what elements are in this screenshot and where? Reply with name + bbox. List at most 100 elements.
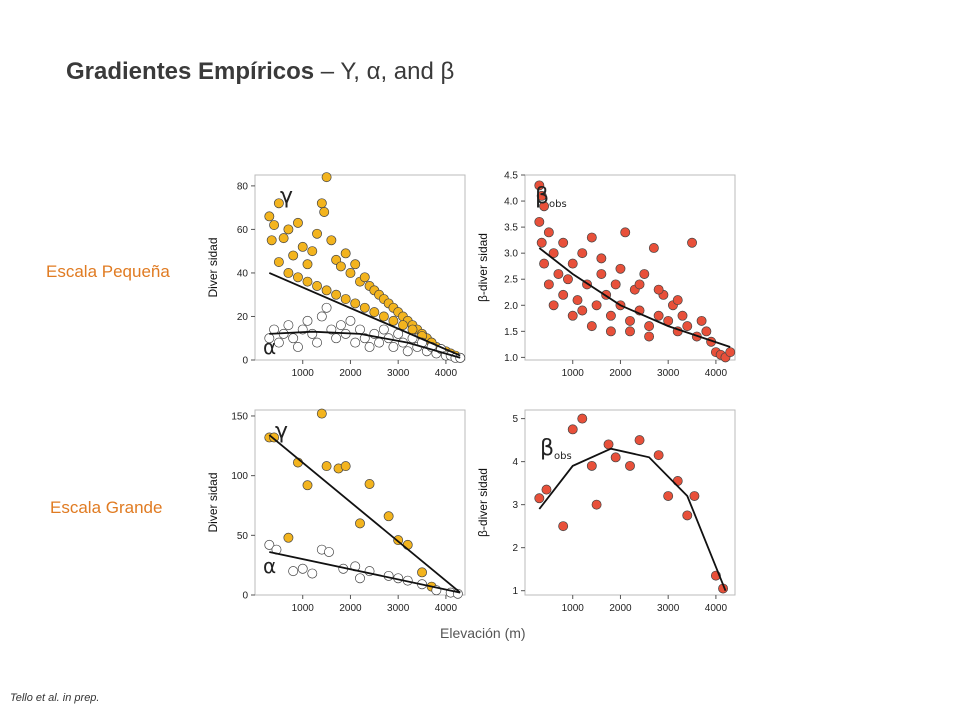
data-point — [625, 460, 635, 471]
y-tick-label: 2.0 — [504, 301, 518, 312]
data-point — [293, 272, 303, 283]
data-point — [687, 237, 697, 248]
y-tick-label: 4 — [512, 457, 518, 468]
data-point — [302, 276, 313, 287]
data-point — [316, 408, 327, 419]
data-point — [345, 315, 356, 326]
data-point — [558, 521, 569, 532]
y-tick-label: 150 — [231, 411, 248, 422]
data-point — [359, 272, 370, 283]
data-point — [402, 346, 413, 357]
data-point — [331, 289, 342, 300]
data-point — [321, 285, 332, 296]
data-point — [302, 315, 313, 326]
data-point — [548, 300, 559, 311]
data-point — [269, 432, 280, 443]
data-point — [364, 479, 375, 489]
x-tick-label: 3000 — [657, 368, 680, 379]
data-point — [610, 279, 621, 290]
data-point — [293, 217, 303, 228]
y-tick-label: 0 — [242, 591, 248, 602]
data-point — [605, 310, 616, 321]
data-point — [553, 269, 564, 279]
data-point — [273, 257, 284, 268]
data-point — [682, 321, 693, 332]
data-point — [278, 233, 289, 244]
x-tick-label: 1000 — [562, 603, 585, 614]
data-point — [316, 311, 327, 322]
data-point — [340, 248, 351, 259]
data-point — [350, 259, 361, 270]
row-label-large: Escala Grande — [50, 498, 163, 517]
data-point — [596, 253, 607, 264]
beta-obs-subscript: obs — [549, 199, 567, 210]
data-point — [563, 274, 573, 285]
y-tick-label: 20 — [237, 312, 249, 323]
data-point — [625, 315, 635, 326]
fit-line — [268, 434, 461, 594]
x-tick-label: 4000 — [705, 603, 728, 614]
x-tick-label: 1000 — [562, 368, 585, 379]
data-point — [369, 307, 380, 318]
fit-line — [269, 330, 461, 359]
data-point — [577, 413, 588, 424]
data-point — [319, 207, 330, 217]
title-rest: – Y, α, and β — [314, 58, 455, 85]
gamma-annotation: γ — [275, 419, 288, 444]
y-axis-label: Diver sidad — [206, 237, 220, 297]
data-point — [283, 267, 294, 278]
row-label-small: Escala Pequeña — [46, 262, 170, 281]
data-point — [307, 568, 318, 579]
x-tick-label: 3000 — [657, 603, 680, 614]
data-point — [634, 279, 645, 290]
data-point — [677, 310, 688, 321]
data-point — [577, 305, 588, 316]
data-point — [725, 347, 736, 358]
x-tick-label: 1000 — [292, 603, 315, 614]
data-point — [266, 235, 277, 246]
y-tick-label: 80 — [237, 181, 249, 192]
data-point — [539, 258, 550, 269]
data-point — [417, 567, 427, 578]
y-tick-label: 1.0 — [504, 353, 518, 364]
data-point — [586, 460, 597, 471]
data-point — [264, 539, 275, 550]
data-point — [572, 295, 583, 306]
data-point — [326, 235, 337, 246]
data-point — [543, 227, 554, 238]
data-point — [297, 241, 308, 252]
x-tick-label: 2000 — [339, 368, 362, 379]
data-point — [297, 563, 308, 574]
data-point — [603, 439, 614, 450]
data-point — [534, 216, 545, 227]
data-point — [359, 302, 370, 313]
data-point — [383, 511, 394, 522]
data-point — [388, 315, 399, 326]
y-tick-label: 40 — [237, 268, 249, 279]
data-point — [653, 310, 664, 321]
data-point — [558, 237, 569, 248]
data-point — [335, 320, 346, 331]
beta-obs-subscript: obs — [554, 451, 572, 462]
data-point — [682, 510, 693, 521]
data-point — [398, 320, 408, 331]
data-point — [288, 566, 299, 577]
x-axis-label: Elevación (m) — [440, 625, 526, 641]
y-tick-label: 3 — [512, 500, 518, 511]
data-point — [639, 269, 650, 279]
data-point — [378, 324, 389, 335]
data-point — [701, 326, 712, 337]
data-point — [273, 198, 284, 209]
data-point — [634, 435, 645, 446]
data-point — [644, 321, 655, 332]
data-point — [321, 172, 332, 183]
data-point — [324, 547, 334, 557]
data-point — [331, 333, 342, 344]
data-point — [269, 220, 280, 231]
title-bold: Gradientes Empíricos — [66, 58, 315, 85]
data-point — [283, 224, 294, 235]
data-point — [350, 298, 361, 309]
fit-line — [538, 447, 727, 592]
data-point — [541, 484, 552, 495]
